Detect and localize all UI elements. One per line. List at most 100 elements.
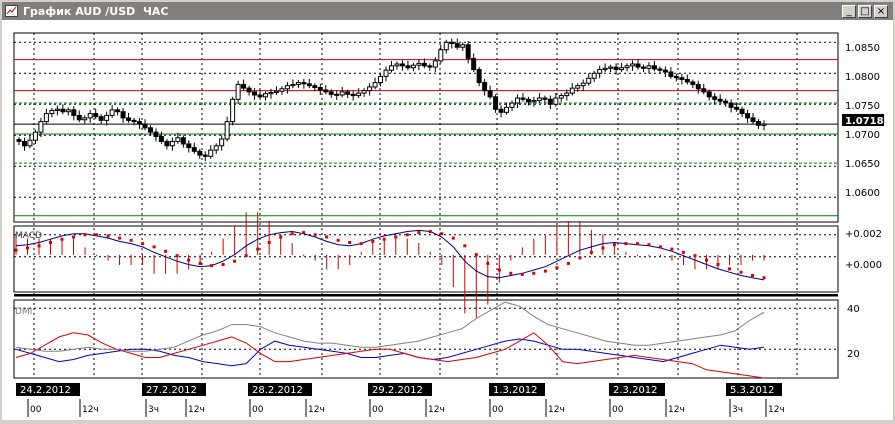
macd-signal-point bbox=[359, 242, 363, 246]
macd-signal-point bbox=[302, 231, 306, 235]
candle-body bbox=[482, 82, 488, 92]
macd-signal-point bbox=[509, 271, 513, 275]
candle-body bbox=[586, 77, 592, 84]
macd-signal-point bbox=[762, 276, 766, 280]
chart-canvas[interactable]: 1.0850 1.0800 1.0750 1.0700 1.0650 1.060… bbox=[2, 20, 893, 420]
macd-signal-point bbox=[141, 242, 145, 246]
date-tag-bg bbox=[16, 383, 80, 396]
candle-body bbox=[290, 83, 296, 87]
candle-body bbox=[389, 65, 394, 71]
macd-signal-point bbox=[624, 242, 628, 246]
candle-body bbox=[263, 93, 269, 98]
macd-signal-point bbox=[670, 247, 674, 251]
candle-body bbox=[334, 93, 340, 96]
date-tag-bg bbox=[609, 383, 665, 396]
candle-body bbox=[246, 87, 252, 93]
candle-body bbox=[613, 66, 619, 71]
macd-signal-point bbox=[290, 232, 294, 236]
macd-signal-point bbox=[555, 266, 559, 270]
date-tag-bg bbox=[726, 383, 782, 396]
candle-body bbox=[438, 49, 444, 62]
candle-body bbox=[213, 145, 219, 151]
candle-body bbox=[224, 121, 230, 140]
macd-signal-point bbox=[187, 258, 191, 262]
date-tag-label: 29.2.2012 bbox=[372, 385, 423, 396]
candle-body bbox=[432, 60, 438, 68]
macd-signal-point bbox=[601, 246, 605, 250]
candle-body bbox=[421, 62, 427, 67]
macd-signal-point bbox=[49, 241, 52, 244]
macd-signal-point bbox=[95, 233, 99, 237]
panel-border bbox=[13, 32, 839, 223]
macd-signal-point bbox=[681, 250, 685, 254]
time-tick-label: 12ч bbox=[548, 405, 565, 415]
candle-body bbox=[175, 137, 181, 142]
time-tick-label: 00 bbox=[372, 405, 384, 415]
close-button[interactable]: × bbox=[874, 5, 888, 18]
time-tick-label: 00 bbox=[492, 405, 504, 415]
candle-body bbox=[158, 135, 164, 142]
date-tag-label: 5.3.2012 bbox=[730, 385, 775, 396]
candle-body bbox=[191, 147, 197, 152]
candle-body bbox=[317, 87, 323, 91]
candle-body bbox=[82, 117, 88, 121]
macd-signal-point bbox=[463, 244, 467, 248]
candle-body bbox=[514, 97, 520, 104]
candle-body bbox=[487, 90, 493, 98]
candle-body bbox=[679, 77, 685, 80]
minimize-button[interactable]: _ bbox=[842, 5, 856, 18]
macd-panel bbox=[14, 212, 766, 318]
candle-body bbox=[525, 98, 531, 103]
adx-line bbox=[15, 301, 765, 352]
candle-body bbox=[465, 44, 471, 59]
candle-body bbox=[471, 57, 477, 71]
macd-signal-point bbox=[37, 244, 41, 248]
candle-body bbox=[580, 82, 586, 87]
candle-body bbox=[361, 90, 367, 94]
macd-signal-point bbox=[129, 238, 133, 242]
macd-signal-point bbox=[405, 233, 409, 237]
macd-signal-point bbox=[658, 245, 662, 249]
candle-body bbox=[32, 131, 38, 141]
candle-body bbox=[756, 121, 762, 126]
candle-body bbox=[460, 44, 466, 48]
date-tag-label: 2.3.2012 bbox=[613, 385, 658, 396]
candle-body bbox=[427, 65, 433, 68]
price-tick-label: 1.0800 bbox=[845, 72, 880, 83]
candle-body bbox=[405, 65, 411, 69]
macd-signal-point bbox=[532, 271, 536, 275]
price-tick-label: 1.0850 bbox=[845, 43, 880, 54]
candle-body bbox=[21, 140, 27, 147]
candle-body bbox=[662, 69, 668, 73]
window-titlebar[interactable]: График AUD /USD ЧАС _ □ × bbox=[2, 2, 893, 20]
macd-signal-point bbox=[348, 241, 352, 244]
candle-body bbox=[630, 63, 636, 67]
macd-signal-point bbox=[152, 245, 156, 249]
candle-body bbox=[591, 72, 597, 79]
chart-window: 1.0850 1.0800 1.0750 1.0700 1.0650 1.060… bbox=[2, 20, 893, 420]
candle-body bbox=[273, 90, 279, 93]
candle-body bbox=[147, 127, 153, 133]
macd-signal-point bbox=[635, 242, 639, 246]
candle-body bbox=[43, 113, 49, 123]
macd-panel-label: MACD bbox=[15, 231, 42, 241]
macd-signal-point bbox=[394, 235, 398, 239]
candle-body bbox=[745, 113, 751, 119]
macd-signal-point bbox=[647, 243, 651, 247]
macd-signal-point bbox=[106, 234, 110, 238]
macd-signal-point bbox=[728, 267, 731, 271]
candle-body bbox=[350, 93, 356, 97]
candle-body bbox=[657, 68, 663, 71]
maximize-button[interactable]: □ bbox=[858, 5, 872, 18]
di-plus-line bbox=[15, 338, 765, 367]
candle-body bbox=[301, 82, 307, 85]
candle-body bbox=[279, 88, 285, 92]
time-tick-label: 12ч bbox=[768, 405, 785, 415]
dmi-panel-label: DMI bbox=[15, 307, 32, 317]
candle-body bbox=[706, 91, 712, 98]
candle-body bbox=[734, 106, 740, 110]
macd-signal-point bbox=[566, 261, 570, 265]
chart-app-icon bbox=[5, 5, 18, 17]
candle-body bbox=[241, 83, 247, 89]
macd-signal-point bbox=[451, 236, 455, 240]
